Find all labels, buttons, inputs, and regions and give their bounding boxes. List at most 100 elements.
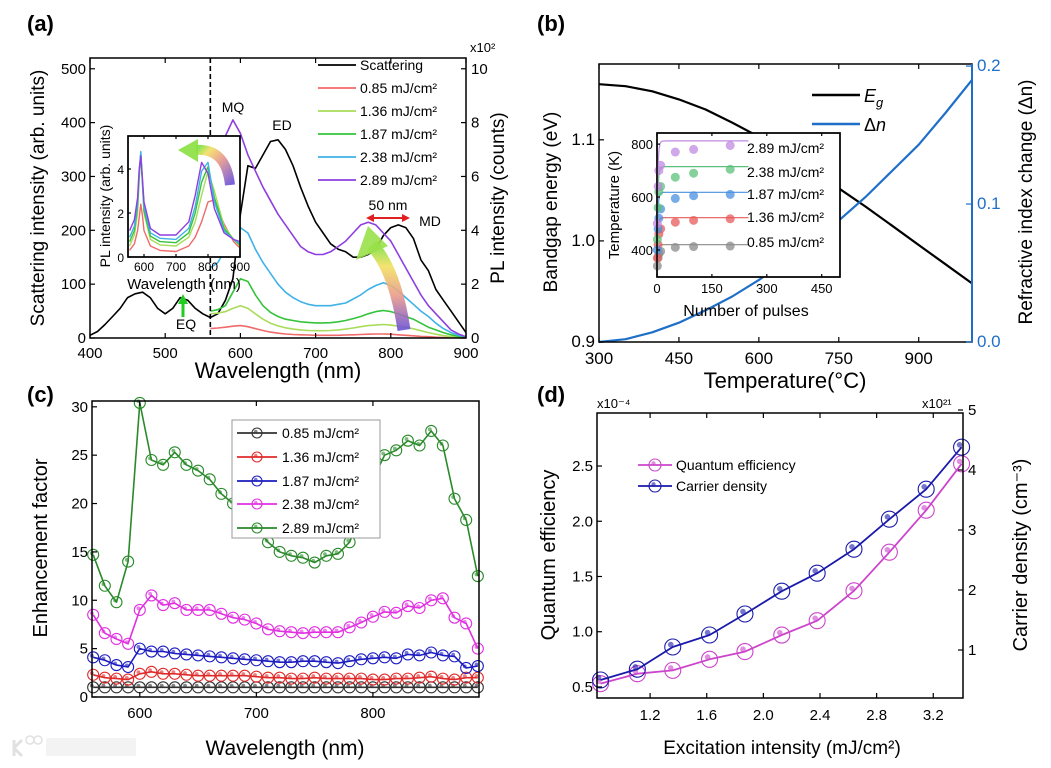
data-point [880, 543, 898, 561]
data-point [471, 642, 484, 655]
x-tick-label: 900 [230, 260, 250, 274]
data-point [250, 617, 263, 630]
data-point [157, 645, 170, 658]
inset-frame-border [127, 135, 241, 258]
pl-line-3 [209, 226, 467, 338]
data-point [845, 582, 863, 600]
data-point [261, 681, 275, 694]
data-point [725, 241, 735, 251]
data-point [251, 427, 263, 439]
data-point [378, 673, 391, 686]
x-tick-label: 700 [244, 705, 269, 722]
data-point [285, 626, 298, 639]
x-tick-label: 600 [745, 349, 773, 368]
legend-label-dn: Δn [864, 115, 886, 135]
y-tick-label: 0 [117, 251, 124, 265]
data-point [401, 434, 414, 447]
data-point [250, 670, 263, 683]
inset-x-axis-title: Wavelength (nm) [127, 276, 241, 293]
data-point [122, 660, 135, 674]
y-right-tick-label: 4 [471, 222, 479, 239]
legend-label: 1.36 mJ/cm² [282, 449, 359, 465]
data-point [157, 667, 170, 680]
annotation-md: MD [419, 213, 441, 229]
data-point [110, 659, 123, 672]
legend-label: 1.87 mJ/cm² [282, 473, 359, 489]
x-tick-label: 1.2 [640, 707, 661, 724]
y-tick-label: 2.0 [572, 513, 593, 530]
data-point [296, 655, 310, 668]
data-point [180, 648, 193, 661]
data-point [215, 487, 228, 500]
data-point [448, 650, 461, 663]
data-point [296, 681, 310, 694]
data-point [180, 681, 193, 694]
y-right-tick-label: 0 [471, 330, 479, 347]
scattering-line [89, 139, 467, 337]
data-point [308, 556, 321, 569]
data-point [425, 646, 438, 659]
x-tick-label: 300 [585, 349, 613, 368]
data-point [401, 600, 414, 613]
data-point [215, 681, 228, 694]
legend: Quantum efficiency Carrier density [638, 457, 796, 494]
y-tick-label: 0 [78, 330, 86, 347]
data-point [413, 601, 426, 615]
inset-series-label: 1.87 mJ/cm² [747, 186, 824, 202]
data-point [251, 498, 263, 510]
data-point [413, 681, 426, 694]
y-tick-label: 5 [80, 641, 88, 658]
y-tick-label: 200 [61, 222, 86, 239]
data-point [250, 654, 263, 667]
x-tick-label: 700 [303, 345, 328, 362]
data-point [168, 647, 181, 660]
x-tick-label: 700 [166, 260, 186, 274]
y-tick-label: 400 [631, 243, 653, 258]
y-axis-title: Scattering intensity (arb. units) [28, 70, 49, 327]
data-point [145, 589, 158, 602]
enhancement-line-4 [92, 402, 479, 604]
x-tick-label: 450 [665, 349, 693, 368]
y-tick-label: 400 [61, 115, 86, 132]
data-point [378, 651, 391, 664]
data-point [390, 652, 403, 665]
data-point [808, 564, 826, 582]
data-point [273, 671, 286, 684]
data-point [320, 672, 333, 685]
data-point [87, 608, 100, 621]
data-point [273, 625, 286, 638]
pl-line-4 [209, 119, 467, 338]
legend-label: 0.85 mJ/cm² [360, 80, 437, 96]
data-point [390, 606, 403, 619]
x-tick-label: 600 [228, 345, 253, 362]
inset-pl-line-4 [128, 155, 241, 243]
data-point [471, 681, 484, 694]
panel-b-inset: 2.89 mJ/cm² 2.38 mJ/cm² 1.87 mJ/cm² 1.36 mJ… [606, 132, 841, 320]
inset-series-label: 0.85 mJ/cm² [747, 234, 824, 250]
data-point [168, 667, 181, 680]
data-point [308, 655, 321, 668]
data-point [226, 652, 240, 665]
data-point [285, 672, 298, 685]
legend-label: Quantum efficiency [676, 457, 796, 473]
data-point [261, 623, 275, 636]
y-tick-label: 0.9 [571, 332, 595, 351]
left-axis-multiplier: x10⁻⁴ [597, 396, 630, 411]
y-tick-label: 30 [71, 399, 88, 416]
data-point [425, 594, 438, 607]
x-tick-label: 900 [905, 349, 933, 368]
x-tick-label: 2.4 [810, 707, 831, 724]
data-point [355, 681, 368, 694]
data-point [725, 164, 735, 174]
data-point [917, 501, 935, 519]
x-tick-label: 1.6 [696, 707, 717, 724]
data-point [773, 626, 791, 644]
x-axis-title: Temperature(°C) [704, 368, 867, 393]
annotation-eq: EQ [176, 316, 196, 332]
double-arrow-icon [366, 214, 410, 222]
data-point [656, 160, 666, 170]
data-point [736, 605, 754, 623]
data-point [471, 671, 484, 684]
y-tick-label: 100 [61, 276, 86, 293]
panel-a-inset: 600 700 800 900 0 2 4 Wavelength (nm) PL intensi… [97, 125, 250, 293]
